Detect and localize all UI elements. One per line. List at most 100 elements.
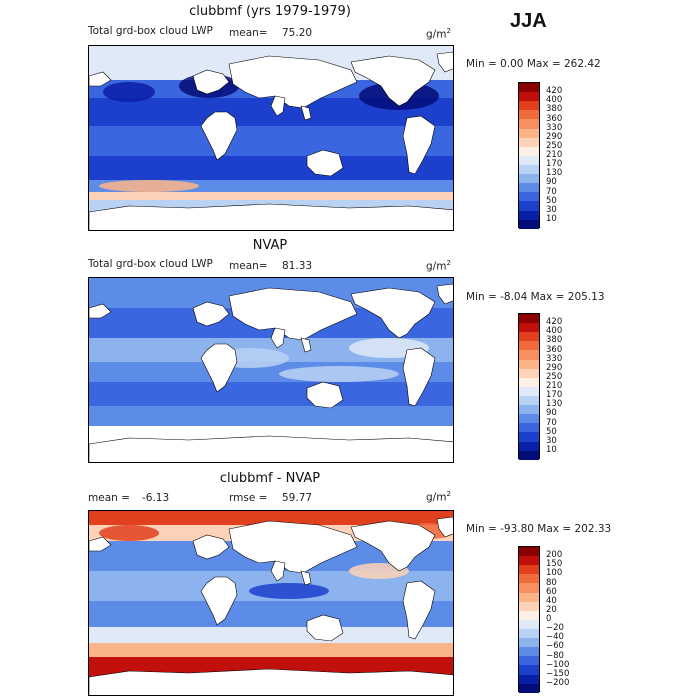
colorbar-tick-label: −100: [546, 659, 570, 670]
colorbar-swatch: [519, 137, 539, 147]
panel-3-rmse-value: 59.77: [282, 492, 313, 504]
continent-outline: [300, 570, 312, 586]
panel-1-map: [88, 45, 454, 231]
colorbar-swatch: [519, 547, 539, 557]
panel-1-colorbar: [518, 82, 540, 229]
colorbar-tick-label: 170: [546, 390, 563, 401]
colorbar-swatch: [519, 414, 539, 424]
colorbar-swatch: [519, 619, 539, 629]
continent-outline: [89, 303, 112, 319]
colorbar-tick-label: 170: [546, 159, 563, 170]
panel-2-map: [88, 277, 454, 463]
colorbar-tick-label: 10: [546, 444, 557, 455]
colorbar-swatch: [519, 556, 539, 566]
panel-1-variable-label: Total grd-box cloud LWP: [88, 25, 213, 37]
colorbar-tick-label: 210: [546, 150, 563, 160]
colorbar-swatch: [519, 219, 539, 229]
colorbar-swatch: [519, 323, 539, 333]
panel-2-mean-value: 81.33: [282, 260, 313, 272]
colorbar-tick-label: −200: [546, 677, 570, 688]
colorbar-swatch: [519, 119, 539, 129]
map-field-band: [89, 657, 453, 677]
colorbar-swatch: [519, 674, 539, 684]
map-field-band: [89, 382, 453, 406]
colorbar-tick-label: 50: [546, 426, 557, 437]
continent-outline: [300, 105, 312, 121]
colorbar-swatch: [519, 341, 539, 351]
colorbar-tick-label: 200: [546, 550, 563, 561]
panel-2-units: g/m2: [426, 259, 451, 273]
continent-outline: [306, 381, 344, 409]
colorbar-tick-label: −150: [546, 668, 570, 679]
continent-outline: [200, 576, 238, 626]
panel-3-colorbar: [518, 546, 540, 693]
colorbar-swatch: [519, 314, 539, 324]
colorbar-swatch: [519, 192, 539, 202]
colorbar-tick-label: 0: [546, 614, 552, 624]
colorbar-tick-label: 30: [546, 204, 557, 215]
panel-3-units: g/m2: [426, 490, 451, 504]
continent-outline: [350, 55, 436, 107]
map-field-blob: [279, 366, 399, 382]
colorbar-tick-label: 130: [546, 399, 563, 410]
continent-outline: [436, 516, 453, 538]
continent-outline: [89, 203, 453, 230]
panel-3-rmse-label: rmse =: [229, 492, 268, 504]
colorbar-tick-label: 290: [546, 131, 563, 142]
colorbar-tick-label: 90: [546, 177, 557, 188]
panel-2-minmax: Min = -8.04 Max = 205.13: [466, 291, 605, 303]
colorbar-tick-label: 210: [546, 381, 563, 391]
continent-outline: [306, 614, 344, 642]
colorbar-tick-label: 30: [546, 435, 557, 446]
colorbar-tick-label: −20: [546, 623, 564, 634]
colorbar-swatch: [519, 110, 539, 120]
colorbar-swatch: [519, 628, 539, 639]
colorbar-tick-label: 70: [546, 417, 557, 428]
continent-outline: [300, 337, 312, 353]
panel-3-mean-value: -6.13: [142, 492, 170, 504]
panel-2-map-svg: [89, 278, 453, 462]
panel-3-mean-label: mean =: [88, 492, 130, 504]
colorbar-swatch: [519, 441, 539, 451]
map-field-band: [89, 627, 453, 643]
continent-outline: [350, 287, 436, 339]
colorbar-swatch: [519, 565, 539, 575]
colorbar-swatch: [519, 656, 539, 666]
continent-outline: [228, 520, 358, 574]
colorbar-swatch: [519, 601, 539, 611]
colorbar-swatch: [519, 610, 539, 620]
season-label: JJA: [510, 10, 547, 32]
continent-outline: [192, 69, 230, 95]
colorbar-swatch: [519, 592, 539, 602]
colorbar-tick-label: 50: [546, 195, 557, 206]
colorbar-tick-label: 380: [546, 335, 563, 346]
panel-2-colorbar: [518, 313, 540, 460]
colorbar-tick-label: 380: [546, 104, 563, 115]
colorbar-tick-label: 400: [546, 326, 563, 337]
colorbar-swatch: [519, 146, 539, 156]
colorbar-swatch: [519, 395, 539, 406]
colorbar-tick-label: 130: [546, 168, 563, 179]
continent-outline: [350, 520, 436, 572]
colorbar-tick-label: 250: [546, 371, 563, 382]
continent-outline: [89, 71, 112, 87]
colorbar-tick-label: 330: [546, 353, 563, 364]
continent-outline: [228, 55, 358, 109]
colorbar-swatch: [519, 377, 539, 387]
colorbar-swatch: [519, 201, 539, 211]
continent-outline: [192, 534, 230, 560]
colorbar-swatch: [519, 101, 539, 111]
colorbar-swatch: [519, 647, 539, 657]
colorbar-swatch: [519, 386, 539, 396]
colorbar-tick-label: 80: [546, 577, 557, 588]
map-field-band: [89, 406, 453, 426]
colorbar-swatch: [519, 164, 539, 175]
colorbar-swatch: [519, 210, 539, 220]
colorbar-swatch: [519, 583, 539, 593]
continent-outline: [192, 301, 230, 327]
colorbar-tick-label: 360: [546, 113, 563, 124]
panel-1-minmax: Min = 0.00 Max = 262.42: [466, 58, 601, 70]
colorbar-swatch: [519, 155, 539, 165]
panel-2-variable-label: Total grd-box cloud LWP: [88, 258, 213, 270]
map-field-band: [89, 156, 453, 180]
